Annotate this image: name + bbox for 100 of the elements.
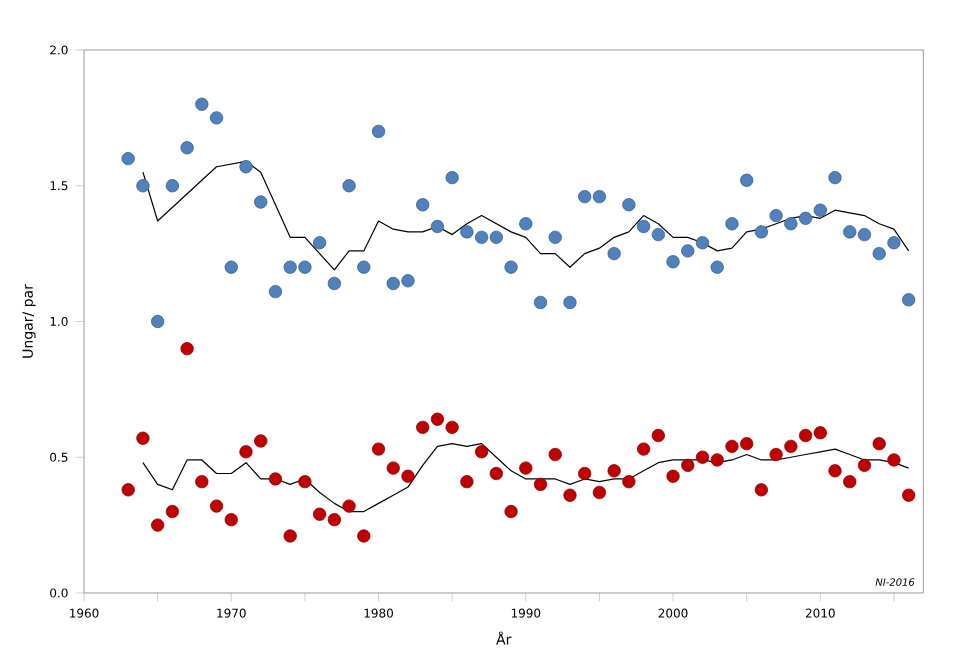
point — [651, 428, 665, 443]
point — [563, 295, 577, 310]
point — [401, 274, 415, 288]
point — [725, 439, 739, 453]
point — [828, 171, 842, 185]
point — [636, 219, 651, 234]
point — [769, 209, 783, 223]
point — [195, 97, 209, 111]
point — [489, 466, 503, 481]
point — [740, 437, 754, 451]
point — [342, 179, 356, 193]
point — [224, 260, 238, 274]
point — [695, 236, 710, 250]
point — [371, 124, 386, 139]
point — [224, 513, 238, 527]
point — [313, 507, 327, 521]
point — [209, 111, 224, 125]
point — [843, 225, 857, 239]
point — [298, 475, 312, 489]
point — [151, 518, 165, 532]
point — [268, 285, 283, 299]
point — [239, 160, 253, 174]
point — [504, 504, 518, 519]
point — [710, 260, 724, 274]
point — [548, 230, 562, 244]
point — [283, 260, 297, 274]
point — [180, 141, 194, 155]
point — [475, 230, 489, 244]
point — [327, 513, 341, 527]
point — [607, 464, 621, 478]
point — [430, 412, 445, 426]
point — [475, 445, 489, 459]
point — [578, 466, 592, 481]
point — [209, 499, 224, 513]
point — [622, 198, 636, 212]
point — [798, 428, 813, 443]
point — [548, 447, 562, 462]
point — [681, 244, 695, 258]
point — [725, 217, 739, 231]
point — [843, 475, 857, 489]
point — [872, 247, 886, 261]
point — [386, 276, 400, 291]
point — [254, 434, 268, 448]
point — [533, 295, 548, 310]
point — [813, 426, 827, 440]
point — [533, 477, 548, 491]
point — [445, 420, 459, 434]
point — [769, 447, 783, 462]
point — [504, 260, 518, 274]
point — [887, 453, 901, 467]
point — [430, 219, 445, 234]
point — [268, 472, 283, 486]
point — [828, 464, 842, 478]
point — [313, 236, 327, 250]
point — [666, 469, 680, 483]
point — [754, 483, 768, 497]
point — [165, 179, 179, 193]
point — [401, 469, 415, 483]
point — [121, 151, 135, 166]
point — [254, 195, 268, 209]
point — [784, 439, 798, 453]
point — [136, 179, 150, 193]
point — [563, 488, 577, 502]
point — [460, 475, 474, 489]
point — [195, 475, 209, 489]
point — [651, 228, 665, 242]
point — [813, 203, 827, 217]
point — [607, 247, 621, 261]
point — [578, 190, 592, 204]
point — [902, 293, 916, 307]
point — [416, 420, 430, 434]
point — [357, 260, 371, 274]
point — [283, 529, 297, 543]
point — [386, 461, 400, 475]
point — [666, 255, 680, 269]
point — [136, 431, 150, 445]
point — [519, 217, 533, 231]
point — [902, 488, 916, 502]
point — [489, 230, 503, 244]
point — [681, 458, 695, 472]
point — [357, 529, 371, 543]
point — [519, 461, 533, 475]
point — [695, 450, 710, 464]
point — [636, 442, 651, 456]
point — [622, 475, 636, 489]
point — [784, 217, 798, 231]
point — [121, 483, 135, 497]
point — [754, 225, 768, 239]
point — [445, 171, 459, 185]
point — [180, 342, 194, 356]
point — [592, 190, 607, 204]
point — [371, 442, 386, 456]
point — [857, 228, 872, 242]
point — [298, 260, 312, 274]
point — [239, 445, 253, 459]
point — [342, 499, 356, 513]
point — [857, 458, 872, 472]
point — [740, 173, 754, 187]
point — [165, 504, 179, 519]
point — [710, 453, 724, 467]
